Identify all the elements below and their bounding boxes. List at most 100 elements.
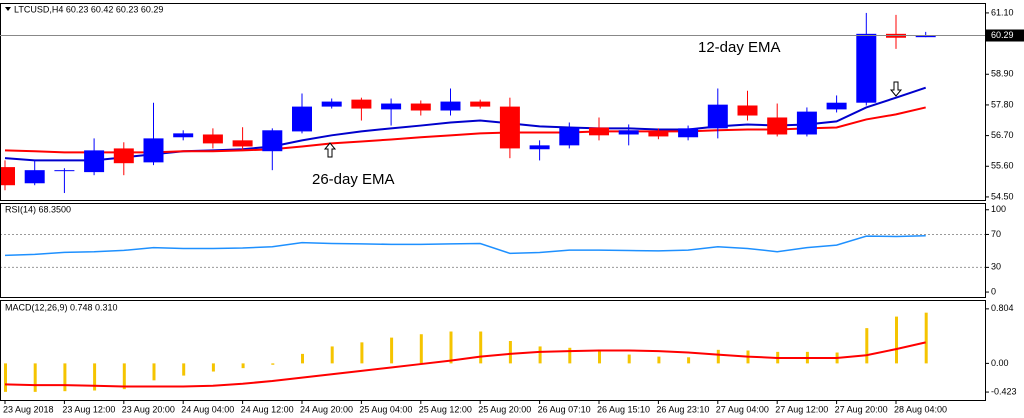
macd-bar: [627, 354, 631, 364]
candle-body: [529, 145, 550, 150]
y-tick-label: 0.00: [991, 358, 1009, 368]
macd-bar: [4, 363, 7, 392]
macd-bar: [152, 363, 156, 381]
macd-bar: [657, 356, 661, 364]
macd-bar: [865, 328, 869, 364]
y-tick-label: 100: [991, 204, 1006, 214]
x-tick-label: 23 Aug 20:00: [122, 404, 175, 414]
macd-bar: [895, 316, 898, 364]
y-tick-label: 30: [991, 262, 1001, 272]
macd-bar: [538, 346, 542, 364]
x-tick-label: 27 Aug 20:00: [835, 404, 888, 414]
plot-area: [4, 312, 928, 392]
macd-bar: [568, 347, 572, 364]
menu-triangle: [5, 7, 11, 11]
candle-body: [589, 127, 609, 136]
y-tick-label: 56.70: [991, 130, 1014, 140]
macd-title: MACD(12,26,9) 0.748 0.310: [5, 302, 118, 312]
x-tick-label: 26 Aug 23:10: [656, 404, 709, 414]
macd-bar: [924, 312, 928, 364]
candle-body: [499, 106, 520, 149]
macd-bar: [33, 363, 37, 392]
rsi-panel: [0, 203, 986, 298]
candle-body: [707, 104, 728, 129]
candle-body: [410, 103, 431, 111]
macd-bar: [390, 337, 394, 364]
candle-body: [826, 102, 847, 110]
x-tick-label: 28 Aug 04:00: [894, 404, 947, 414]
candle-body: [767, 117, 788, 135]
y-tick-label: 57.80: [991, 99, 1014, 109]
y-tick-label: 55.60: [991, 161, 1014, 171]
macd-bar: [449, 331, 453, 364]
main-panel: [0, 3, 986, 201]
candle-body: [173, 133, 194, 138]
macd-bar: [508, 341, 512, 364]
candle-body: [292, 106, 312, 132]
candle-body: [143, 138, 164, 163]
rsi-line: [4, 235, 926, 257]
macd-bar: [687, 357, 691, 364]
macd-bar: [598, 350, 601, 364]
candle-body: [856, 33, 877, 103]
candle-body: [202, 134, 223, 144]
candle-body: [440, 101, 461, 111]
macd-bar: [182, 363, 186, 376]
candle-body: [915, 35, 936, 38]
macd-bar: [93, 363, 97, 391]
x-tick-label: 25 Aug 12:00: [419, 404, 472, 414]
candle-body: [54, 170, 75, 172]
y-tick-label: 70: [991, 229, 1001, 239]
candle-body: [381, 103, 402, 110]
y-tick-label: 58.90: [991, 69, 1014, 79]
y-tick-label: 0: [991, 286, 996, 296]
x-tick-label: 24 Aug 04:00: [181, 404, 234, 414]
macd-bar: [301, 353, 304, 364]
chart-title: LTCUSD,H4 60.23 60.42 60.23 60.29: [14, 4, 163, 14]
candle-body: [618, 130, 639, 135]
x-tick-label: 26 Aug 15:10: [597, 404, 650, 414]
candle-body: [648, 131, 669, 137]
candle-body: [262, 130, 283, 152]
macd-bar: [360, 342, 364, 364]
plot-area: [1, 12, 936, 194]
candle-body: [796, 111, 817, 135]
price-label-bg: [986, 29, 1024, 42]
annotation: 12-day EMA: [698, 39, 781, 56]
x-tick-label: 24 Aug 12:00: [241, 404, 294, 414]
candle-body: [24, 170, 45, 184]
candle-body: [84, 150, 105, 173]
macd-bar: [63, 363, 67, 392]
candle-body: [559, 127, 580, 146]
y-tick-label: 0.804: [991, 303, 1014, 313]
signal-line: [4, 341, 926, 388]
x-tick-label: 27 Aug 12:00: [775, 404, 828, 414]
y-tick-label: 54.50: [991, 191, 1014, 201]
candle-body: [737, 105, 758, 116]
macd-bar: [241, 363, 245, 369]
candle-body: [232, 140, 253, 147]
ema-line: [4, 106, 926, 154]
x-tick-label: 25 Aug 20:00: [478, 404, 531, 414]
ema-line: [4, 86, 927, 162]
annotation: 26-day EMA: [312, 171, 395, 188]
y-tick-label: 61.10: [991, 7, 1014, 17]
macd-bar: [330, 346, 334, 364]
macd-panel: [0, 300, 986, 401]
macd-bar: [122, 363, 126, 390]
candle-body: [470, 101, 491, 107]
plot-area: [1, 233, 985, 268]
macd-bar: [419, 334, 423, 364]
macd-bar: [479, 331, 483, 364]
candle-body: [321, 101, 342, 107]
y-tick-label: -0.423: [991, 386, 1017, 396]
candle-body: [113, 148, 134, 164]
candle-body: [678, 128, 699, 138]
x-tick-label: 26 Aug 07:10: [538, 404, 591, 414]
macd-bar: [271, 363, 275, 365]
arrow-up: [323, 142, 337, 158]
macd-bar: [211, 363, 215, 372]
x-tick-label: 27 Aug 04:00: [716, 404, 769, 414]
rsi-title: RSI(14) 68.3500: [5, 204, 71, 214]
